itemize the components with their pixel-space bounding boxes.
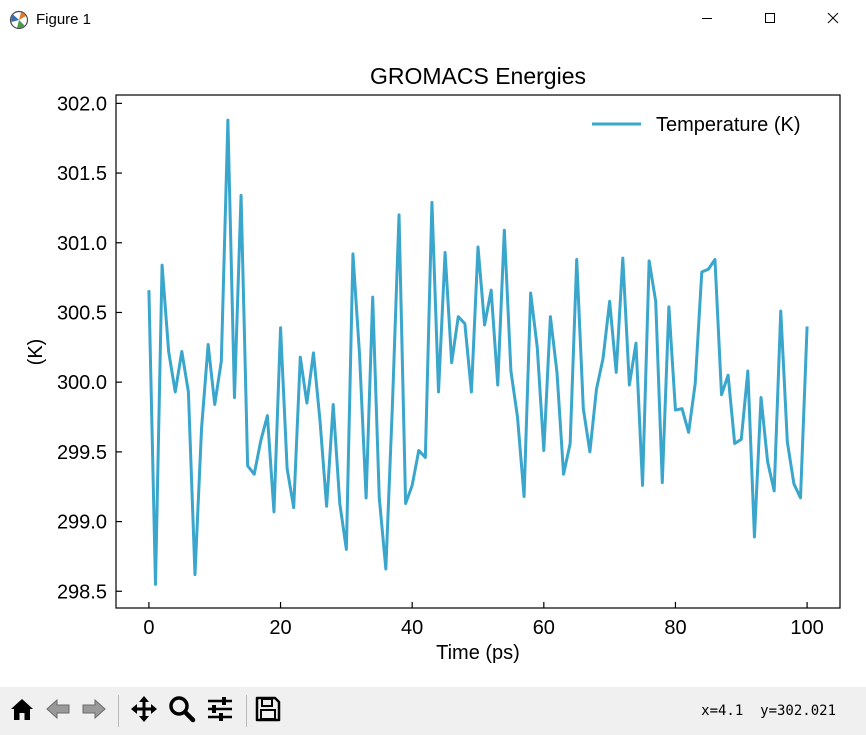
matplotlib-app-icon [9,10,29,30]
y-tick-label: 301.5 [57,163,107,185]
x-tick-label: 100 [790,617,823,639]
zoom-magnifier-icon [167,694,197,729]
toolbar-separator [118,695,119,727]
home-icon [8,695,36,728]
x-tick-label: 80 [664,617,686,639]
x-tick-label: 0 [143,617,154,639]
configure-subplots-button[interactable] [204,695,236,727]
cursor-coordinates-readout: x=4.1 y=302.021 [701,703,836,719]
minimize-icon [701,11,713,29]
minimize-button[interactable] [675,0,739,40]
maximize-button[interactable] [738,0,802,40]
forward-button[interactable] [78,695,110,727]
y-tick-label: 300.5 [57,302,107,324]
x-tick-label: 20 [269,617,291,639]
legend: Temperature (K) [592,114,801,136]
save-floppy-icon [254,695,282,728]
close-button[interactable] [801,0,865,40]
y-tick-label: 301.0 [57,233,107,255]
title-bar: Figure 1 [0,0,866,40]
toolbar-separator [246,695,247,727]
chart[interactable]: 0 20 40 60 80 100 298.5 299.0 299.5 300.0 300.5 30… [0,40,866,687]
maximize-icon [764,11,776,29]
pan-move-icon [129,694,159,729]
close-icon [827,11,839,29]
x-tick-label: 60 [533,617,555,639]
back-button[interactable] [42,695,74,727]
y-tick-label: 299.5 [57,442,107,464]
y-tick-label: 300.0 [57,372,107,394]
x-tick-label: 40 [401,617,423,639]
y-axis: 298.5 299.0 299.5 300.0 300.5 301.0 301.5 302.0 [57,93,122,603]
plot-frame [115,94,841,609]
legend-label: Temperature (K) [656,114,801,136]
save-button[interactable] [252,695,284,727]
configure-subplots-icon [205,694,235,729]
x-axis-label: Time (ps) [436,642,520,664]
home-button[interactable] [6,695,38,727]
y-tick-label: 302.0 [57,93,107,115]
navigation-toolbar: x=4.1 y=302.021 [0,687,866,735]
figure-canvas[interactable]: 0 20 40 60 80 100 298.5 299.0 299.5 300.0 300.5 30… [0,40,866,687]
chart-title: GROMACS Energies [370,63,586,89]
x-axis: 0 20 40 60 80 100 [143,602,824,639]
back-arrow-icon [44,695,72,728]
zoom-button[interactable] [166,695,198,727]
window-title: Figure 1 [36,11,92,28]
pan-button[interactable] [128,695,160,727]
forward-arrow-icon [80,695,108,728]
y-tick-label: 299.0 [57,512,107,534]
series-line-temperature [147,118,809,586]
y-axis-label: (K) [25,339,47,366]
y-tick-label: 298.5 [57,581,107,603]
